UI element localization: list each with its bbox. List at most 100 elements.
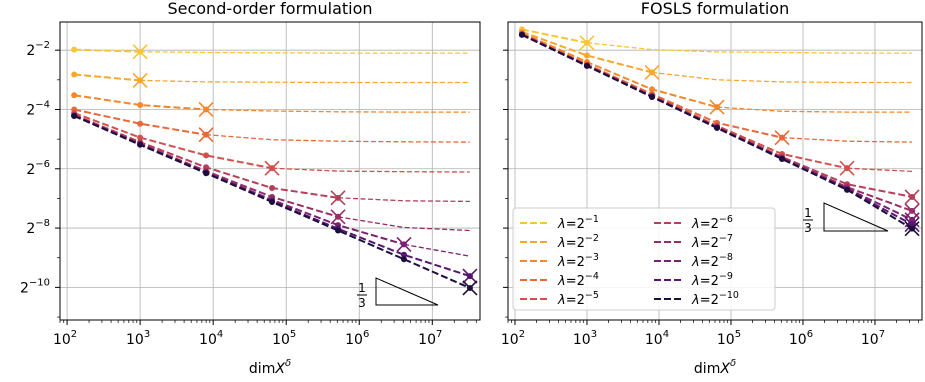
slope-denominator: 3 [804,221,812,235]
x-tick-label: 103 [126,329,150,348]
series-line-thin [651,71,913,84]
cross-marker [396,236,412,252]
x-tick-label-base: 10 [645,332,663,348]
legend-label-lambda: λ [691,217,700,232]
legend-label: λ=2−8 [691,252,733,270]
series-line-thin [586,42,913,54]
data-point [71,46,78,53]
legend-label-exp: −6 [719,214,733,225]
x-tick-label-exp: 5 [735,329,741,340]
y-tick-label: 2−8 [26,218,50,237]
legend-label: λ=2−9 [691,271,733,289]
x-axis-label: dimXδ [694,358,736,377]
legend-label-lambda: λ [557,217,566,232]
x-tick-label-base: 10 [272,332,290,348]
cross-marker [264,160,280,176]
x-tick-label-exp: 5 [290,329,296,340]
slope-numerator: 1 [358,281,366,295]
y-tick-label-base: 2 [26,43,35,59]
data-point [137,141,144,148]
cross-marker [839,160,855,176]
x-tick-label-exp: 4 [217,329,223,340]
series-line-bold [521,28,588,44]
series-line-bold [73,112,273,170]
data-point [137,102,144,109]
x-tick-label-base: 10 [573,332,591,348]
legend-label: λ=2−1 [557,214,599,232]
x-tick-label-exp: 3 [591,329,597,340]
legend-label: λ=2−2 [557,233,599,251]
legend-label-exp: −2 [585,233,599,244]
x-tick-label: 104 [645,329,669,348]
data-point [583,62,590,69]
series-line-thin [403,243,471,257]
cross-marker [904,216,920,233]
legend-label-base: =2 [700,274,719,289]
legend-label: λ=2−5 [557,290,599,308]
legend-label: λ=2−6 [691,214,733,232]
data-point [400,256,407,263]
y-tick-label-exp: −6 [35,159,50,170]
data-point [583,52,590,59]
y-tick-label-base: 2 [26,162,35,178]
x-tick-label: 103 [573,329,597,348]
x-axis-label: dimXδ [249,358,291,377]
legend-label-base: =2 [566,217,585,232]
y-tick-label-base: 2 [20,280,29,296]
legend-label-exp: −10 [719,290,739,301]
legend-label-base: =2 [566,236,585,251]
data-point [648,86,655,93]
series-3 [71,92,470,118]
data-point [335,227,342,234]
cross-marker [462,280,478,296]
series-line-bold [521,32,718,109]
x-tick-label-base: 10 [345,332,363,348]
x-tick-label: 105 [717,329,741,348]
legend-label-exp: −9 [719,271,733,282]
legend-label-base: =2 [566,293,585,308]
x-tick-label: 102 [501,329,525,348]
y-tick-label: 2−6 [26,159,50,178]
series-line-thin [140,51,470,54]
x-axis-label-sup: δ [730,358,736,369]
cross-marker [709,99,725,115]
x-tick-label-base: 10 [53,332,71,348]
x-axis-label-main: dim [694,361,720,377]
legend-label-base: =2 [700,217,719,232]
legend-label: λ=2−7 [691,233,733,251]
legend-label-lambda: λ [691,255,700,270]
legend: λ=2−1λ=2−2λ=2−3λ=2−4λ=2−5λ=2−6λ=2−7λ=2−8… [512,207,776,311]
x-tick-label: 104 [199,329,223,348]
series-10 [71,112,478,296]
cross-marker [330,209,346,225]
series-5 [71,110,470,176]
legend-label-lambda: λ [691,236,700,251]
data-point [714,124,721,131]
x-tick-label-exp: 2 [71,329,77,340]
x-tick-label-exp: 6 [807,329,813,340]
data-point [269,185,276,192]
series-line-thin [271,167,470,173]
y-tick-label-base: 2 [26,102,35,118]
series-2 [71,71,470,88]
data-point [648,94,655,101]
x-tick-label-base: 10 [501,332,519,348]
cross-marker [462,268,478,284]
x-axis-label-var: X [274,361,285,377]
legend-label: λ=2−4 [557,271,599,289]
x-tick-label-base: 10 [199,332,217,348]
data-point [137,120,144,127]
y-tick-label-exp: −10 [29,277,50,288]
data-point [779,155,786,162]
x-tick-label-exp: 7 [879,329,885,340]
series-2 [518,28,913,84]
legend-label-base: =2 [700,255,719,270]
cross-marker [904,189,920,205]
series-line-thin [716,106,913,113]
y-tick-label: 2−4 [26,99,50,118]
x-tick-label-exp: 7 [436,329,442,340]
data-point [71,112,78,119]
series-6 [71,111,470,206]
